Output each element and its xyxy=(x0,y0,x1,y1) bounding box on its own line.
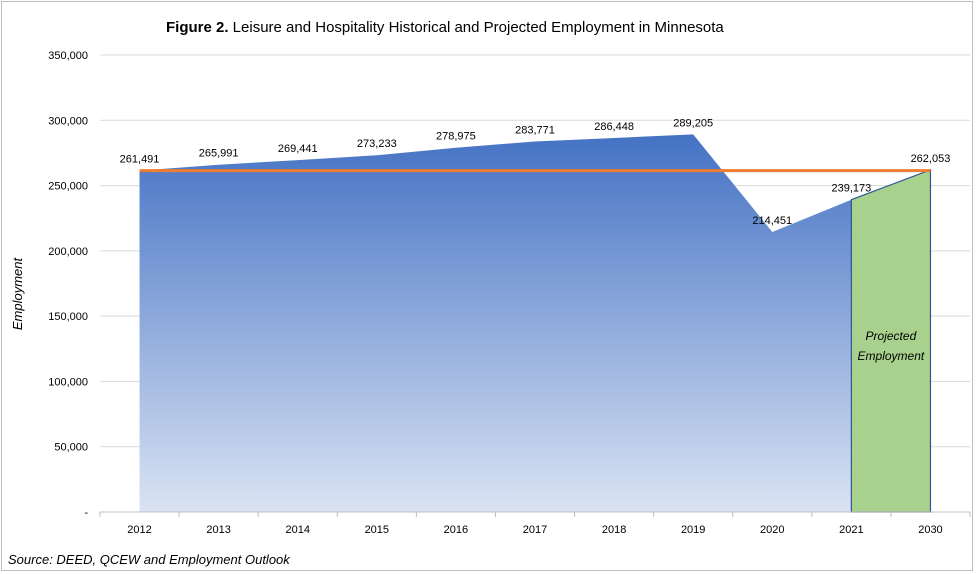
data-label: 269,441 xyxy=(278,143,318,155)
data-label: 239,173 xyxy=(831,183,871,195)
x-tick-label: 2030 xyxy=(918,524,942,536)
y-tick-label: 150,000 xyxy=(48,311,88,323)
y-tick-label: 250,000 xyxy=(48,181,88,193)
x-axis: 2012 2013 2014 2015 2016 2017 2018 2019 2020 2021… xyxy=(99,511,971,536)
source-note: Source: DEED, QCEW and Employment Outloo… xyxy=(8,552,290,567)
y-tick-label: 200,000 xyxy=(48,246,88,258)
y-tick-label: 100,000 xyxy=(48,376,88,388)
x-tick-label: 2015 xyxy=(365,524,389,536)
data-label: 261,491 xyxy=(120,154,160,166)
y-tick-label: 350,000 xyxy=(48,50,88,62)
y-tick-labels: - 50,000 100,000 150,000 200,000 250,000 300,0… xyxy=(48,50,88,519)
data-label: 289,205 xyxy=(673,117,713,129)
projected-label-line2: Employment xyxy=(858,349,925,363)
y-tick-label: 50,000 xyxy=(54,442,88,454)
data-label: 278,975 xyxy=(436,131,476,143)
x-tick-label: 2014 xyxy=(285,524,309,536)
x-tick-label: 2012 xyxy=(127,524,151,536)
data-labels: 261,491 265,991 269,441 273,233 278,975 283,7… xyxy=(120,117,951,227)
data-label: 273,233 xyxy=(357,138,397,150)
x-tick-label: 2019 xyxy=(681,524,705,536)
chart-areas: Projected Employment xyxy=(139,134,932,513)
data-label: 214,451 xyxy=(752,215,792,227)
data-label: 265,991 xyxy=(199,148,239,160)
chart-title: Figure 2. Leisure and Hospitality Histor… xyxy=(166,19,724,36)
x-tick-label: 2021 xyxy=(839,524,863,536)
historical-area xyxy=(139,134,852,512)
chart-title-text: Leisure and Hospitality Historical and P… xyxy=(228,19,724,36)
y-tick-label: - xyxy=(84,507,88,519)
x-tick-label: 2013 xyxy=(206,524,230,536)
y-tick-label: 300,000 xyxy=(48,115,88,127)
x-tick-label: 2018 xyxy=(602,524,626,536)
chart-title-bold: Figure 2. xyxy=(166,19,229,36)
x-tick-label: 2020 xyxy=(760,524,784,536)
x-tick-label: 2017 xyxy=(523,524,547,536)
data-label: 283,771 xyxy=(515,124,555,136)
x-tick-label: 2016 xyxy=(444,524,468,536)
projected-label-line1: Projected xyxy=(866,329,917,343)
data-label: 286,448 xyxy=(594,121,634,133)
data-label: 262,053 xyxy=(911,153,951,165)
